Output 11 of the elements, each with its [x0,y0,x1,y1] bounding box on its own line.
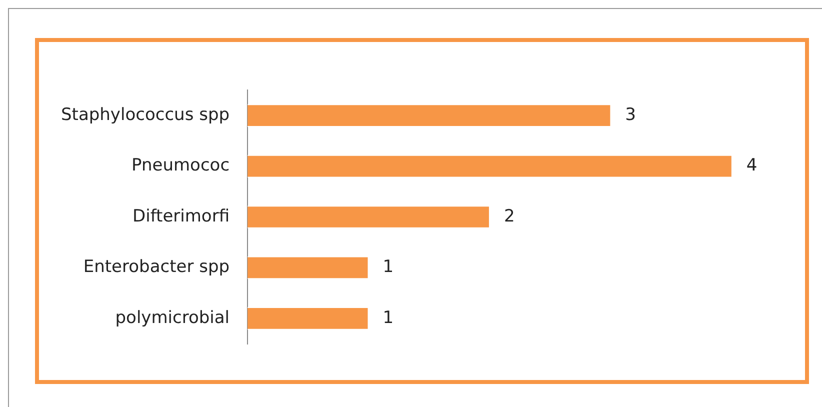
y-tick-label: polymicrobial [115,308,230,328]
data-label: 1 [382,257,394,278]
y-tick-label: Pneumococ [132,156,230,176]
y-tick-label: Staphylococcus spp [60,104,230,125]
data-label: 4 [746,156,758,176]
y-tick-label: Enterobacter spp [83,257,230,278]
y-tick-label: Difterimorfi [132,206,230,226]
data-label: 1 [382,308,394,328]
data-label: 2 [504,206,515,226]
data-label: 3 [625,104,636,125]
chart-frame: Staphylococcus spp Pneumococ Difterimorfi Enterobacter spp polymicrobial 3 4 2 1 1 [35,38,809,384]
